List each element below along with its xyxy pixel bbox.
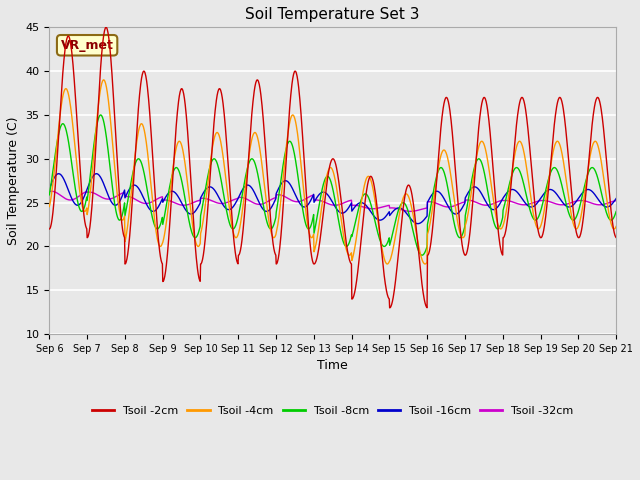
Title: Soil Temperature Set 3: Soil Temperature Set 3 [246,7,420,22]
Text: VR_met: VR_met [61,39,113,52]
Legend: Tsoil -2cm, Tsoil -4cm, Tsoil -8cm, Tsoil -16cm, Tsoil -32cm: Tsoil -2cm, Tsoil -4cm, Tsoil -8cm, Tsoi… [88,402,578,420]
Y-axis label: Soil Temperature (C): Soil Temperature (C) [7,117,20,245]
X-axis label: Time: Time [317,360,348,372]
